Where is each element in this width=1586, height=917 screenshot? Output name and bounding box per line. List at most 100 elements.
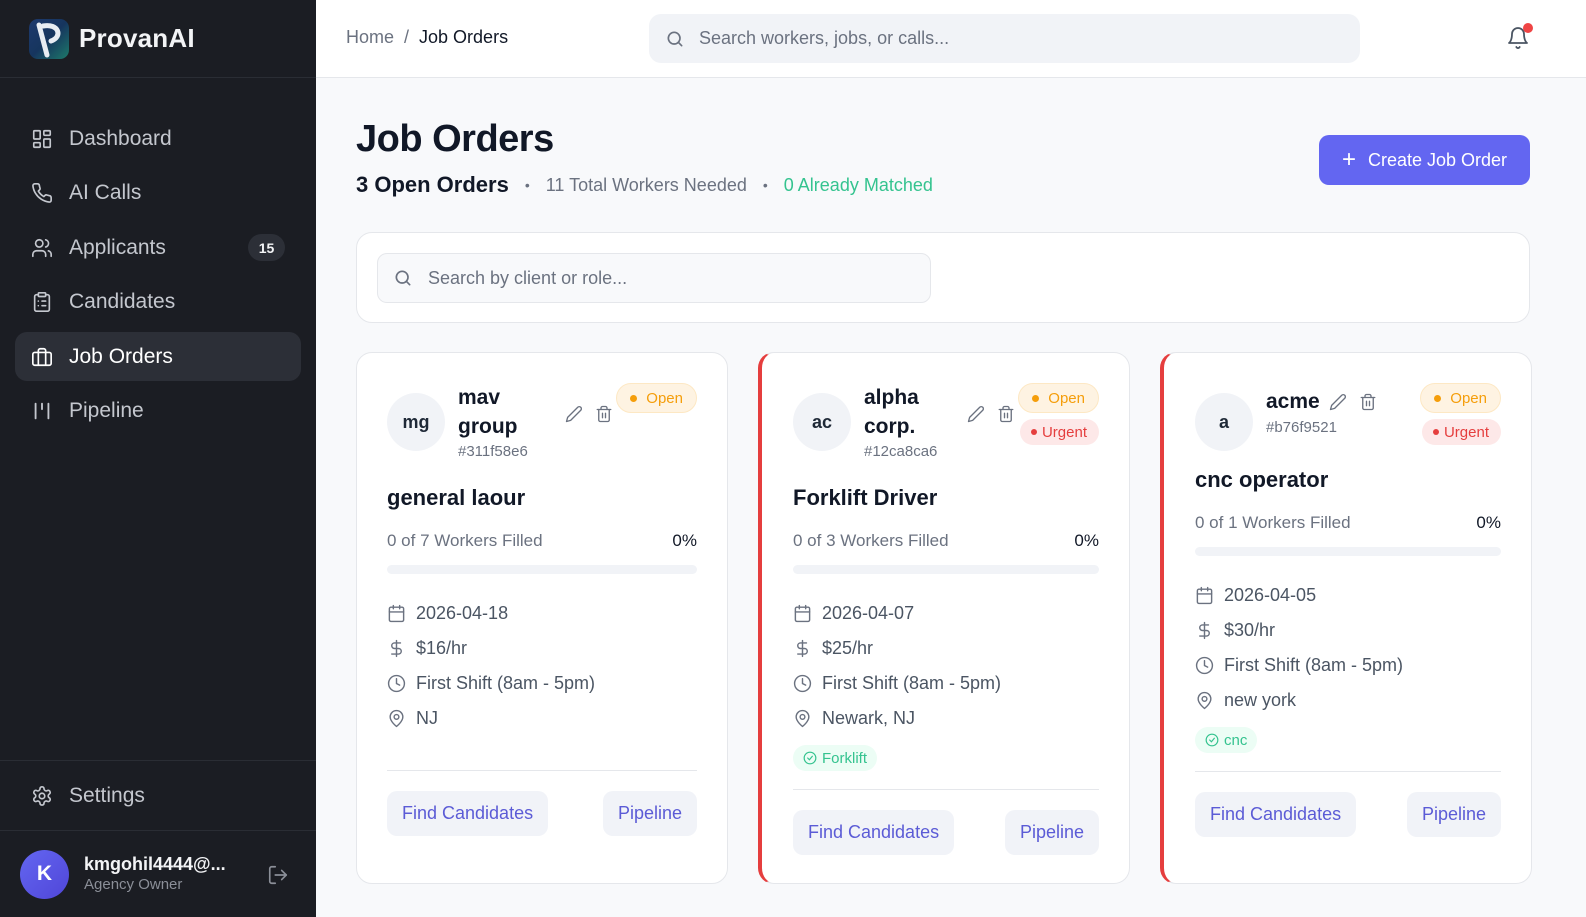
users-icon: [31, 237, 53, 259]
job-order-card: a acme #b76f9521 Open Urgent cnc operato…: [1160, 352, 1532, 884]
start-date: 2026-04-05: [1195, 578, 1501, 613]
find-candidates-button[interactable]: Find Candidates: [1195, 792, 1357, 837]
map-pin-icon: [1197, 691, 1212, 710]
urgent-badge: Urgent: [1421, 419, 1501, 445]
logout-icon[interactable]: [267, 864, 289, 886]
pipeline-button[interactable]: Pipeline: [1004, 810, 1099, 855]
sidebar-item-applicants[interactable]: Applicants 15: [15, 223, 301, 272]
user-email: kmgohil4444@...: [84, 854, 226, 874]
create-job-order-button[interactable]: + Create Job Order: [1319, 135, 1530, 185]
sidebar-item-label: Pipeline: [69, 399, 144, 422]
phone-icon: [31, 182, 53, 204]
sidebar: ProvanAI Dashboard AI Calls Applicants 1…: [0, 0, 316, 917]
client-avatar: mg: [387, 393, 445, 451]
job-role-title: Forklift Driver: [793, 485, 938, 510]
job-search-input[interactable]: [428, 267, 908, 289]
breadcrumb-current: Job Orders: [419, 27, 509, 47]
plus-icon: +: [1341, 146, 1356, 173]
location: Newark, NJ: [793, 701, 1099, 736]
location: NJ: [387, 701, 697, 736]
pipeline-icon: [31, 400, 53, 422]
applicants-count-badge: 15: [248, 234, 285, 261]
check-circle-icon: [803, 751, 817, 765]
breadcrumb-home[interactable]: Home: [346, 27, 395, 47]
global-search-input[interactable]: [699, 28, 1339, 49]
brand-name: ProvanAI: [79, 23, 195, 53]
map-pin-icon: [795, 709, 810, 728]
sidebar-item-candidates[interactable]: Candidates: [15, 278, 301, 327]
status-badge: Open: [1018, 383, 1099, 413]
stat-separator: •: [762, 177, 768, 193]
workers-filled: 0 of 3 Workers Filled: [793, 531, 949, 550]
start-date: 2026-04-18: [387, 596, 697, 631]
job-order-cards: mg mav group #311f58e6 Open general laou…: [356, 352, 1532, 884]
job-order-id: #12ca8ca6: [864, 443, 938, 460]
delete-icon[interactable]: [1359, 393, 1377, 411]
fill-progress-bar: [387, 565, 697, 574]
logo-icon: [29, 18, 69, 59]
pipeline-button[interactable]: Pipeline: [602, 791, 697, 836]
gear-icon: [31, 785, 53, 807]
sidebar-item-label: AI Calls: [69, 181, 142, 204]
job-order-id: #b76f9521: [1266, 419, 1337, 436]
page-title: Job Orders: [356, 118, 554, 160]
dollar-icon: [797, 639, 808, 658]
edit-icon[interactable]: [1329, 393, 1347, 411]
edit-icon[interactable]: [565, 405, 583, 423]
create-job-order-label: Create Job Order: [1367, 149, 1508, 170]
divider: [793, 789, 1099, 790]
open-orders-count: 3 Open Orders: [356, 172, 509, 197]
sidebar-item-label: Job Orders: [69, 344, 173, 368]
calendar-icon: [794, 604, 811, 623]
job-role-title: cnc operator: [1195, 467, 1329, 492]
job-search: [377, 253, 931, 303]
skill-tag: Forklift: [793, 745, 877, 771]
clock-icon: [793, 674, 812, 693]
clock-icon: [1195, 656, 1214, 675]
sidebar-footer: Settings K kmgohil4444@... Agency Owner: [0, 760, 316, 917]
bell-icon: [1508, 27, 1528, 49]
clipboard-icon: [31, 291, 53, 313]
status-badge: Open: [616, 383, 697, 413]
client-avatar: a: [1195, 393, 1253, 451]
user-profile[interactable]: K kmgohil4444@... Agency Owner: [0, 830, 316, 917]
delete-icon[interactable]: [595, 405, 613, 423]
pay-rate: $16/hr: [387, 631, 697, 666]
find-candidates-button[interactable]: Find Candidates: [793, 810, 955, 855]
sidebar-item-dashboard[interactable]: Dashboard: [15, 114, 301, 163]
notifications-button[interactable]: [1506, 23, 1533, 51]
sidebar-item-pipeline[interactable]: Pipeline: [15, 387, 301, 436]
client-name: mav group: [458, 386, 518, 438]
shift: First Shift (8am - 5pm): [387, 666, 697, 701]
search-icon: [667, 31, 683, 47]
breadcrumb-separator: /: [404, 27, 410, 47]
delete-icon[interactable]: [997, 405, 1015, 423]
sidebar-item-settings[interactable]: Settings: [15, 771, 301, 820]
divider: [387, 770, 697, 771]
calendar-icon: [388, 604, 405, 623]
shift: First Shift (8am - 5pm): [1195, 648, 1501, 683]
fill-percent: 0%: [1074, 531, 1099, 550]
fill-progress-bar: [1195, 547, 1501, 556]
find-candidates-button[interactable]: Find Candidates: [387, 791, 549, 836]
edit-icon[interactable]: [967, 405, 985, 423]
job-role-title: general laour: [387, 485, 526, 510]
job-order-stats: 3 Open Orders • 11 Total Workers Needed …: [356, 172, 933, 198]
workers-needed-count: 11 Total Workers Needed: [545, 174, 747, 195]
pay-rate: $30/hr: [1195, 613, 1501, 648]
brand[interactable]: ProvanAI: [0, 0, 316, 78]
map-pin-icon: [389, 709, 404, 728]
fill-percent: 0%: [672, 531, 697, 550]
global-search: [649, 14, 1360, 63]
shift: First Shift (8am - 5pm): [793, 666, 1099, 701]
sidebar-item-job-orders[interactable]: Job Orders: [15, 332, 301, 381]
pipeline-button[interactable]: Pipeline: [1406, 792, 1501, 837]
skill-tag: cnc: [1195, 727, 1258, 753]
pay-rate: $25/hr: [793, 631, 1099, 666]
sidebar-item-ai-calls[interactable]: AI Calls: [15, 169, 301, 218]
search-icon: [395, 270, 411, 286]
divider: [1195, 771, 1501, 772]
workers-filled: 0 of 7 Workers Filled: [387, 531, 543, 550]
notification-dot: [1523, 23, 1533, 33]
location: new york: [1195, 683, 1501, 718]
